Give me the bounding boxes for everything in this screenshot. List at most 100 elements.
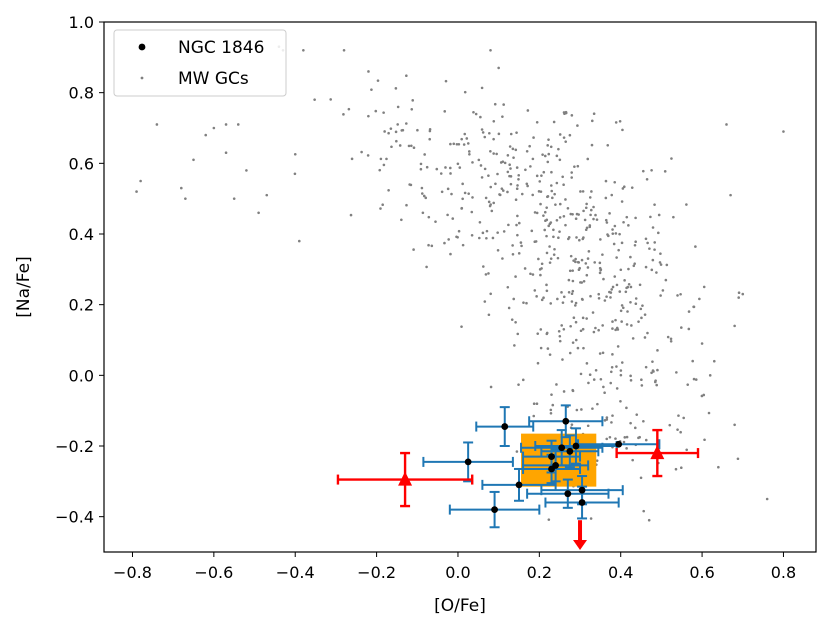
mw-gc-point bbox=[553, 247, 556, 251]
mw-gc-point bbox=[575, 408, 579, 412]
x-tick-label: −0.4 bbox=[276, 563, 315, 582]
mw-gc-point bbox=[405, 74, 408, 77]
mw-gc-point bbox=[548, 353, 552, 356]
mw-gc-point bbox=[516, 214, 519, 218]
mw-gc-point bbox=[581, 190, 585, 193]
mw-gc-point bbox=[639, 476, 643, 480]
mw-gc-point bbox=[599, 377, 603, 381]
mw-gc-point bbox=[449, 142, 452, 146]
mw-gc-point bbox=[729, 193, 732, 197]
mw-gc-point bbox=[439, 172, 443, 175]
mw-gc-point bbox=[427, 243, 430, 247]
mw-gc-point bbox=[526, 184, 529, 188]
mw-gc-point bbox=[570, 176, 574, 179]
mw-gc-point bbox=[579, 329, 583, 333]
mw-gc-point bbox=[692, 305, 695, 309]
mw-gc-point bbox=[655, 383, 658, 387]
mw-gc-point bbox=[571, 269, 574, 272]
mw-gc-point bbox=[540, 174, 543, 177]
mw-gc-point bbox=[517, 221, 521, 225]
mw-gc-point bbox=[492, 152, 495, 155]
mw-gc-point bbox=[650, 268, 654, 272]
mw-gc-point bbox=[547, 152, 551, 156]
mw-gc-point bbox=[555, 154, 559, 158]
mw-gc-point bbox=[556, 297, 559, 301]
mw-gc-point bbox=[422, 194, 426, 198]
mw-gc-point bbox=[265, 193, 269, 197]
mw-gc-point bbox=[562, 214, 566, 218]
mw-gc-point bbox=[583, 218, 587, 222]
mw-gc-point bbox=[451, 217, 455, 220]
mw-gc-point bbox=[537, 257, 540, 261]
mw-gc-point bbox=[549, 302, 553, 305]
mw-gc-point bbox=[551, 196, 554, 200]
mw-gc-point bbox=[630, 186, 634, 189]
mw-gc-point bbox=[589, 213, 592, 217]
mw-gc-point bbox=[494, 182, 497, 186]
mw-gc-point bbox=[516, 233, 519, 237]
mw-gc-point bbox=[379, 207, 382, 210]
mw-gc-point bbox=[531, 157, 535, 161]
mw-gc-point bbox=[506, 190, 509, 194]
mw-gc-point bbox=[184, 197, 187, 200]
mw-gc-point bbox=[650, 371, 653, 375]
mw-gc-point bbox=[586, 424, 590, 428]
legend-marker-mw-gcs bbox=[140, 76, 144, 80]
x-tick-label: 0.8 bbox=[771, 563, 796, 582]
mw-gc-point bbox=[488, 131, 491, 135]
mw-gc-point bbox=[620, 241, 624, 245]
mw-gc-point bbox=[625, 323, 629, 326]
mw-gc-point bbox=[302, 48, 305, 52]
mw-gc-point bbox=[591, 311, 595, 314]
mw-gc-point bbox=[533, 289, 537, 292]
mw-gc-point bbox=[670, 157, 673, 160]
plot-frame bbox=[103, 21, 817, 553]
mw-gc-point bbox=[677, 414, 680, 417]
mw-gc-point bbox=[539, 273, 542, 277]
mw-gc-point bbox=[444, 79, 448, 83]
mw-gc-point bbox=[515, 166, 519, 169]
mw-gc-point bbox=[395, 139, 398, 143]
mw-gc-point bbox=[588, 196, 592, 199]
mw-gc-point bbox=[474, 112, 478, 116]
mw-gc-point bbox=[549, 257, 553, 260]
mw-gc-point bbox=[381, 203, 384, 206]
mw-gc-point bbox=[633, 426, 637, 430]
mw-gc-point bbox=[428, 127, 432, 131]
x-tick-label: −0.6 bbox=[194, 563, 233, 582]
mw-gc-point bbox=[513, 344, 516, 347]
mw-gc-point bbox=[669, 340, 673, 343]
mw-gc-point bbox=[629, 374, 632, 378]
mw-gc-point bbox=[483, 167, 487, 171]
mw-gc-point bbox=[293, 172, 297, 176]
mw-gc-point bbox=[514, 148, 518, 152]
mw-gc-point bbox=[542, 296, 545, 300]
mw-gc-point bbox=[580, 408, 583, 411]
mw-gc-point bbox=[634, 297, 638, 300]
mw-gc-point bbox=[602, 277, 605, 281]
ngc1846-point bbox=[558, 444, 566, 452]
mw-gc-point bbox=[180, 186, 183, 190]
mw-gc-point bbox=[549, 408, 553, 412]
mw-gc-point bbox=[496, 172, 499, 176]
mw-gc-point bbox=[585, 273, 589, 277]
mw-gc-point bbox=[557, 329, 561, 333]
mw-gc-point bbox=[515, 450, 519, 453]
mw-gc-point bbox=[489, 385, 493, 389]
mw-gc-point bbox=[567, 236, 571, 239]
mw-gc-point bbox=[506, 285, 510, 289]
legend: NGC 1846 MW GCs bbox=[113, 29, 287, 97]
mw-gc-point bbox=[598, 266, 602, 270]
mw-gc-point bbox=[570, 171, 573, 174]
mw-gc-point bbox=[610, 288, 613, 291]
mw-gc-point bbox=[574, 257, 577, 261]
mw-gc-point bbox=[400, 218, 403, 222]
mw-gc-point bbox=[606, 233, 609, 236]
mw-gc-point bbox=[694, 378, 698, 381]
mw-gc-point bbox=[564, 111, 568, 115]
mw-gc-point bbox=[642, 419, 645, 423]
mw-gc-point bbox=[558, 334, 562, 338]
mw-gc-point bbox=[412, 146, 416, 150]
mw-gc-point bbox=[574, 304, 577, 307]
